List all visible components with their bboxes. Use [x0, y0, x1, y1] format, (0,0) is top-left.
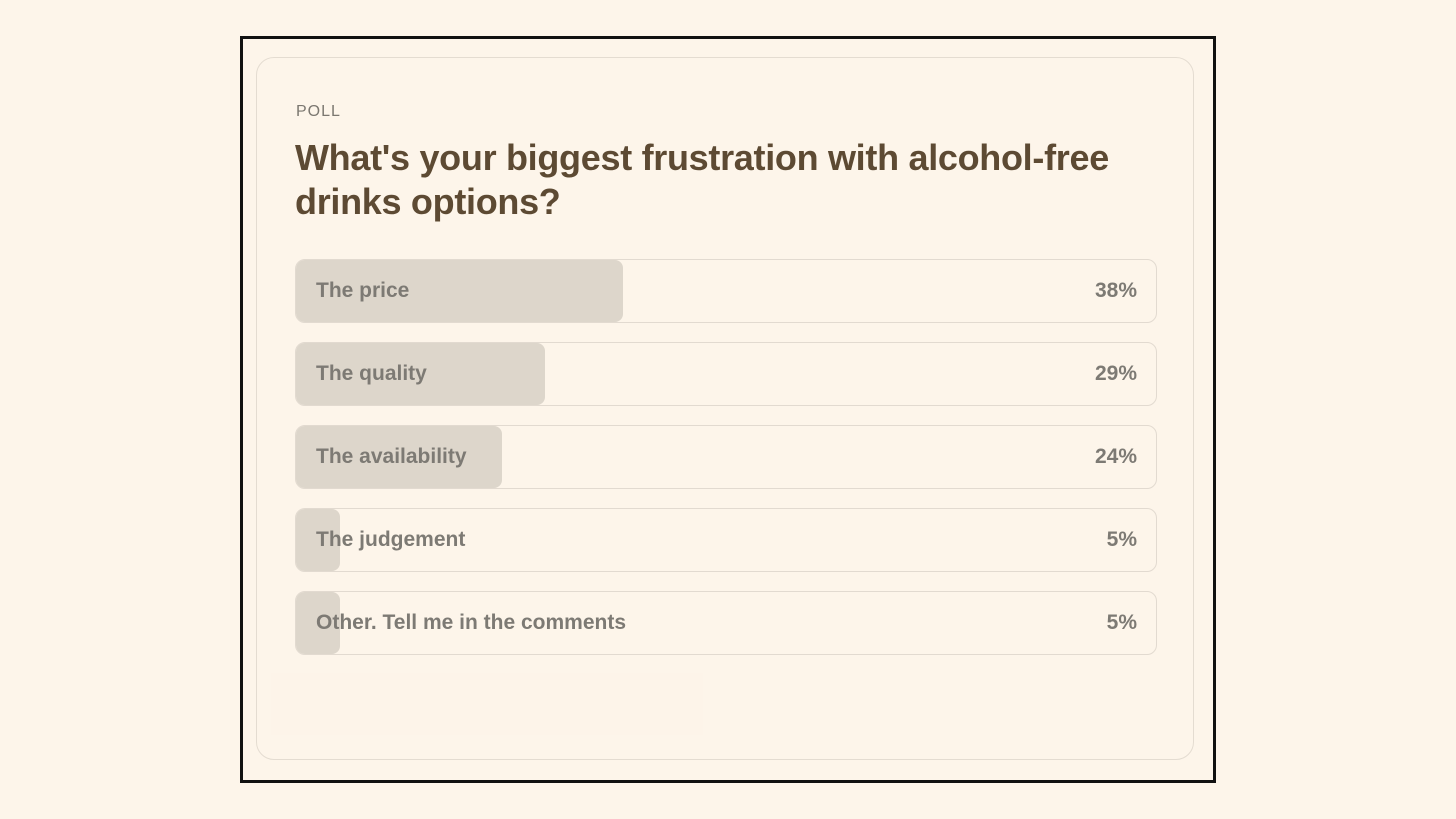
poll-eyebrow: POLL	[296, 103, 341, 120]
poll-question: What's your biggest frustration with alc…	[295, 137, 1109, 222]
option-result-bar	[296, 509, 340, 571]
poll-option-judgement[interactable]: The judgement 5%	[295, 508, 1157, 572]
option-percent: 5%	[1106, 528, 1137, 551]
option-result-bar	[296, 343, 545, 405]
option-percent: 38%	[1094, 279, 1137, 302]
poll-option-price[interactable]: The price 38%	[295, 259, 1157, 323]
option-label: The judgement	[316, 528, 466, 551]
poll-frame: POLL What's your biggest frustration wit…	[240, 36, 1216, 783]
option-result-bar	[296, 426, 502, 488]
option-percent: 5%	[1106, 611, 1137, 634]
poll-option-availability[interactable]: The availability 24%	[295, 425, 1157, 489]
option-result-bar	[296, 592, 340, 654]
poll-footer-placeholder	[271, 673, 703, 735]
option-percent: 24%	[1094, 445, 1137, 468]
poll-card: POLL What's your biggest frustration wit…	[256, 57, 1194, 760]
option-label: The price	[316, 279, 410, 302]
option-label: The quality	[316, 362, 427, 385]
option-label: The availability	[316, 445, 467, 468]
option-label: Other. Tell me in the comments	[316, 611, 627, 634]
poll-option-quality[interactable]: The quality 29%	[295, 342, 1157, 406]
poll-options: The price 38% The quality 29% The availa…	[295, 259, 1157, 674]
option-percent: 29%	[1094, 362, 1137, 385]
option-result-bar	[296, 260, 623, 322]
poll-option-other[interactable]: Other. Tell me in the comments 5%	[295, 591, 1157, 655]
